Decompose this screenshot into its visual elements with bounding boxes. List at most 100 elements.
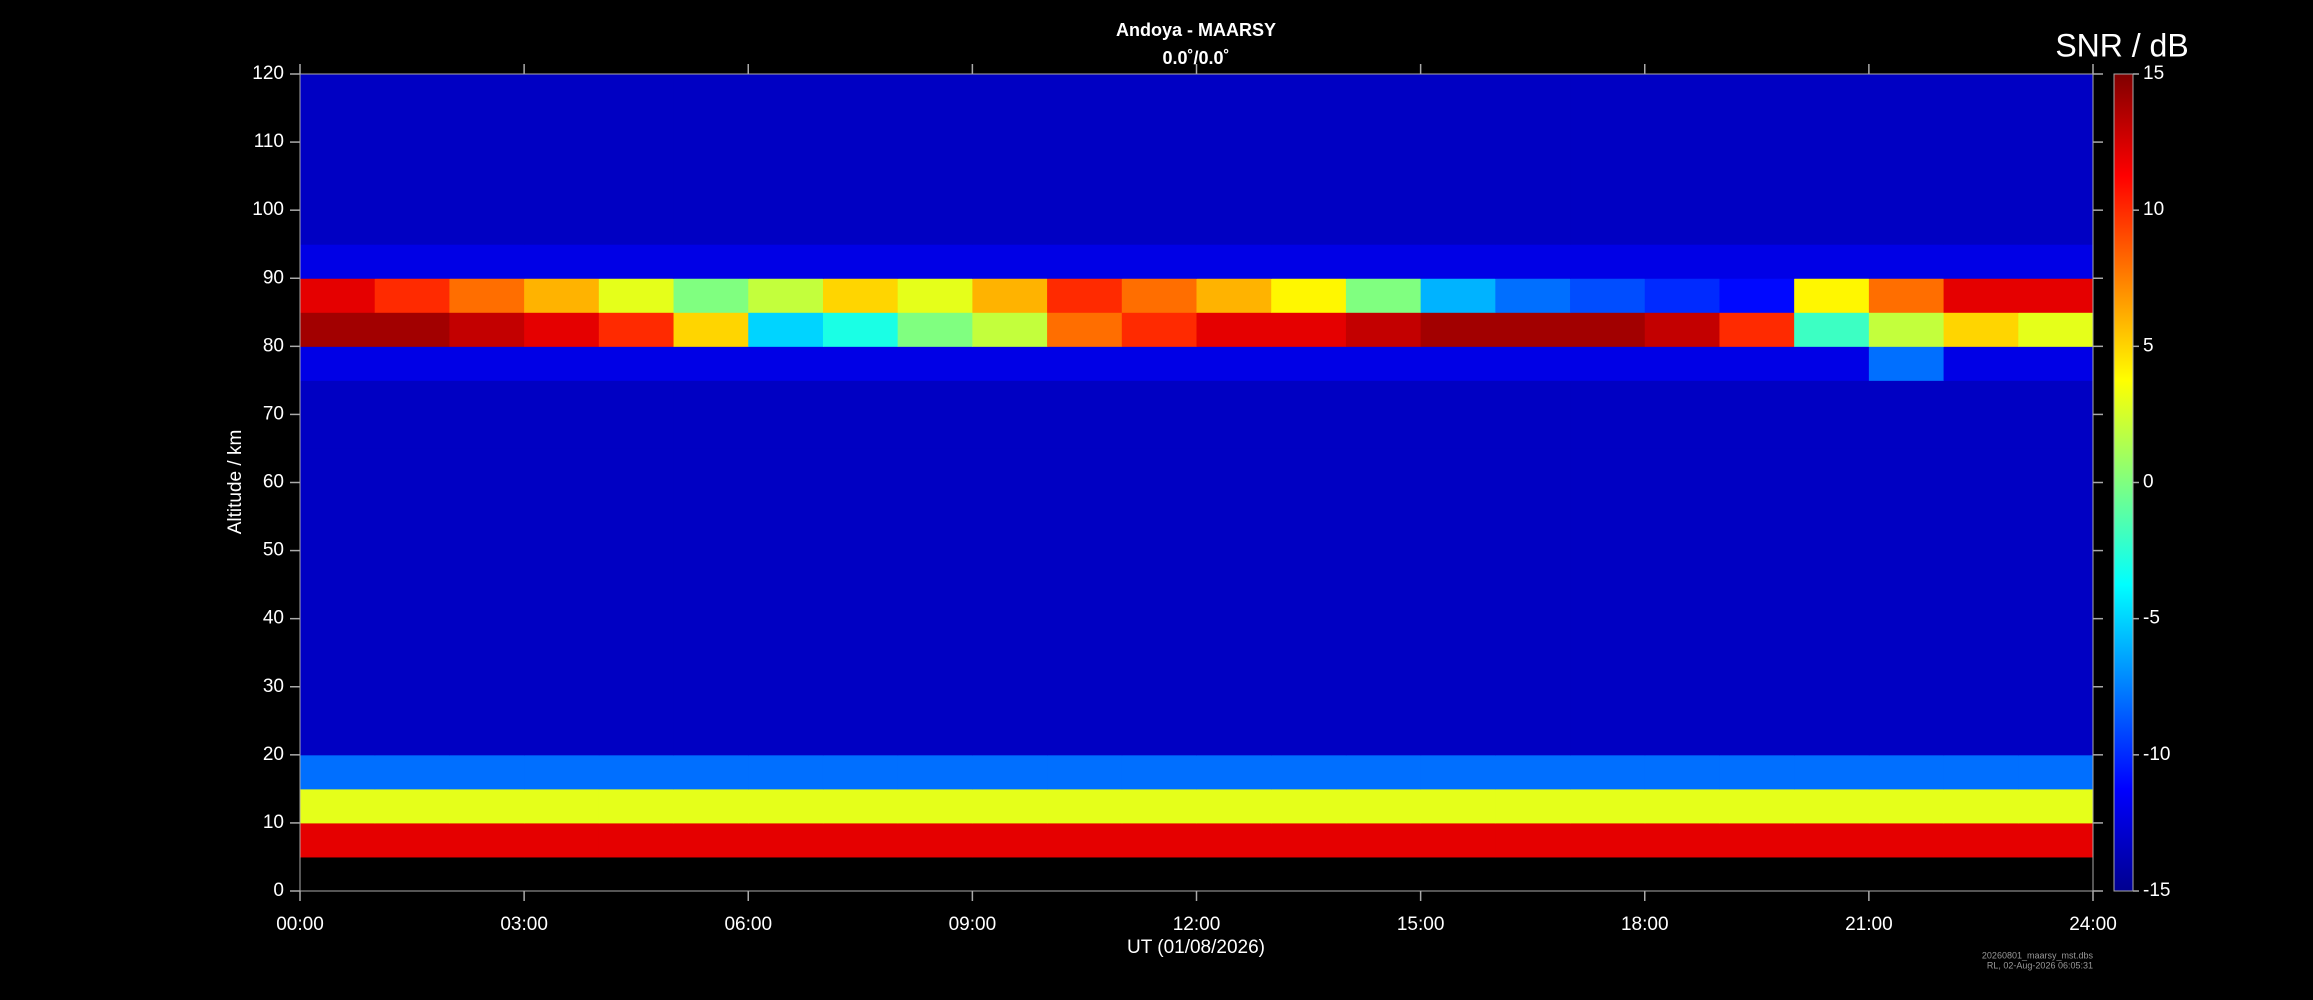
heatmap-cell (374, 822, 450, 858)
heatmap-cell (972, 448, 1048, 483)
heatmap-cell (300, 414, 376, 449)
heatmap-cell (1570, 788, 1646, 824)
y-tick-label: 30 (263, 676, 284, 697)
heatmap-cell (2018, 482, 2094, 518)
footnote: RL, 02-Aug-2026 06:05:31 (1987, 960, 2093, 970)
heatmap-cell (1271, 448, 1347, 483)
heatmap-cell (972, 652, 1048, 688)
heatmap-cell (1196, 108, 1272, 143)
y-axis-label: Altitude / km (225, 430, 246, 535)
heatmap-cell (1121, 414, 1197, 449)
heatmap-cell (1570, 686, 1646, 722)
heatmap-cell (374, 142, 450, 177)
heatmap-cell (1868, 720, 1945, 756)
heatmap-cell (1495, 584, 1571, 620)
heatmap-cell (972, 788, 1048, 824)
heatmap-cell (1420, 686, 1496, 722)
colorbar-tick-label: 15 (2143, 63, 2164, 84)
heatmap-cell (1121, 652, 1197, 688)
heatmap-cell (598, 142, 675, 177)
heatmap-cell (972, 74, 1048, 109)
heatmap-cell (1420, 108, 1496, 143)
heatmap-cell (300, 210, 376, 245)
heatmap-cell (1943, 414, 2019, 449)
heatmap-cell (300, 584, 376, 620)
heatmap-cell (1271, 244, 1347, 279)
heatmap-cell (1943, 244, 2019, 279)
heatmap-cell (2018, 380, 2094, 415)
heatmap-cell (673, 550, 749, 586)
heatmap-cell (598, 720, 675, 756)
heatmap-cell (1495, 550, 1571, 586)
heatmap-cell (822, 244, 899, 279)
heatmap-cell (1943, 550, 2019, 586)
heatmap-cell (1868, 550, 1945, 586)
heatmap-cell (1420, 754, 1496, 790)
heatmap-cell (1420, 312, 1496, 347)
heatmap-cell (897, 108, 973, 143)
heatmap-cell (524, 312, 600, 347)
heatmap-cell (1570, 210, 1646, 245)
heatmap-cell (300, 380, 376, 415)
heatmap-cell (673, 74, 749, 109)
heatmap-cell (1719, 720, 1795, 756)
heatmap-cell (449, 346, 525, 381)
heatmap-cell (374, 108, 450, 143)
heatmap-cell (449, 210, 525, 245)
heatmap-cell (822, 720, 899, 756)
heatmap-cell (1495, 142, 1571, 177)
heatmap-cell (1420, 822, 1496, 858)
heatmap-cell (822, 754, 899, 790)
x-tick-label: 21:00 (1845, 914, 1893, 935)
heatmap-cell (1420, 652, 1496, 688)
heatmap-cell (524, 278, 600, 313)
heatmap-cell (1047, 210, 1123, 245)
heatmap-cell (1570, 278, 1646, 313)
heatmap-cell (1644, 720, 1720, 756)
colorbar-tick-label: -15 (2143, 880, 2170, 901)
heatmap-cell (1345, 686, 1422, 722)
heatmap-cell (1719, 380, 1795, 415)
heatmap-cell (1794, 788, 1870, 824)
heatmap-cell (822, 380, 899, 415)
heatmap-cell (1943, 346, 2019, 381)
heatmap-cell (1047, 278, 1123, 313)
heatmap-cell (1121, 346, 1197, 381)
heatmap-cell (598, 482, 675, 518)
heatmap-cell (2018, 176, 2094, 211)
heatmap-cell (524, 788, 600, 824)
heatmap-cell (1719, 312, 1795, 347)
heatmap-cell (1868, 210, 1945, 245)
heatmap-cell (1047, 414, 1123, 449)
heatmap-cell (449, 380, 525, 415)
heatmap-cell (1644, 380, 1720, 415)
heatmap-cell (1271, 754, 1347, 790)
heatmap-cell (1495, 788, 1571, 824)
heatmap-cell (598, 448, 675, 483)
heatmap-cell (524, 448, 600, 483)
heatmap-cell (1644, 108, 1720, 143)
heatmap-cell (449, 618, 525, 654)
heatmap-cell (1420, 550, 1496, 586)
colorbar-tick-label: 0 (2143, 472, 2154, 493)
heatmap-cell (2018, 448, 2094, 483)
heatmap-cell (1420, 720, 1496, 756)
heatmap-cell (748, 822, 824, 858)
heatmap-cell (1719, 278, 1795, 313)
heatmap-cell (1495, 74, 1571, 109)
heatmap-cell (1047, 754, 1123, 790)
heatmap-cell (300, 312, 376, 347)
heatmap-cell (2018, 720, 2094, 756)
heatmap-cell (1047, 482, 1123, 518)
heatmap-cell (1271, 142, 1347, 177)
heatmap-cell (972, 686, 1048, 722)
heatmap-cell (1570, 652, 1646, 688)
heatmap-cell (673, 516, 749, 552)
heatmap-cell (1420, 176, 1496, 211)
heatmap-cell (1495, 482, 1571, 518)
heatmap-cell (524, 754, 600, 790)
heatmap-cell (673, 652, 749, 688)
heatmap-cell (1495, 244, 1571, 279)
heatmap-cell (673, 346, 749, 381)
